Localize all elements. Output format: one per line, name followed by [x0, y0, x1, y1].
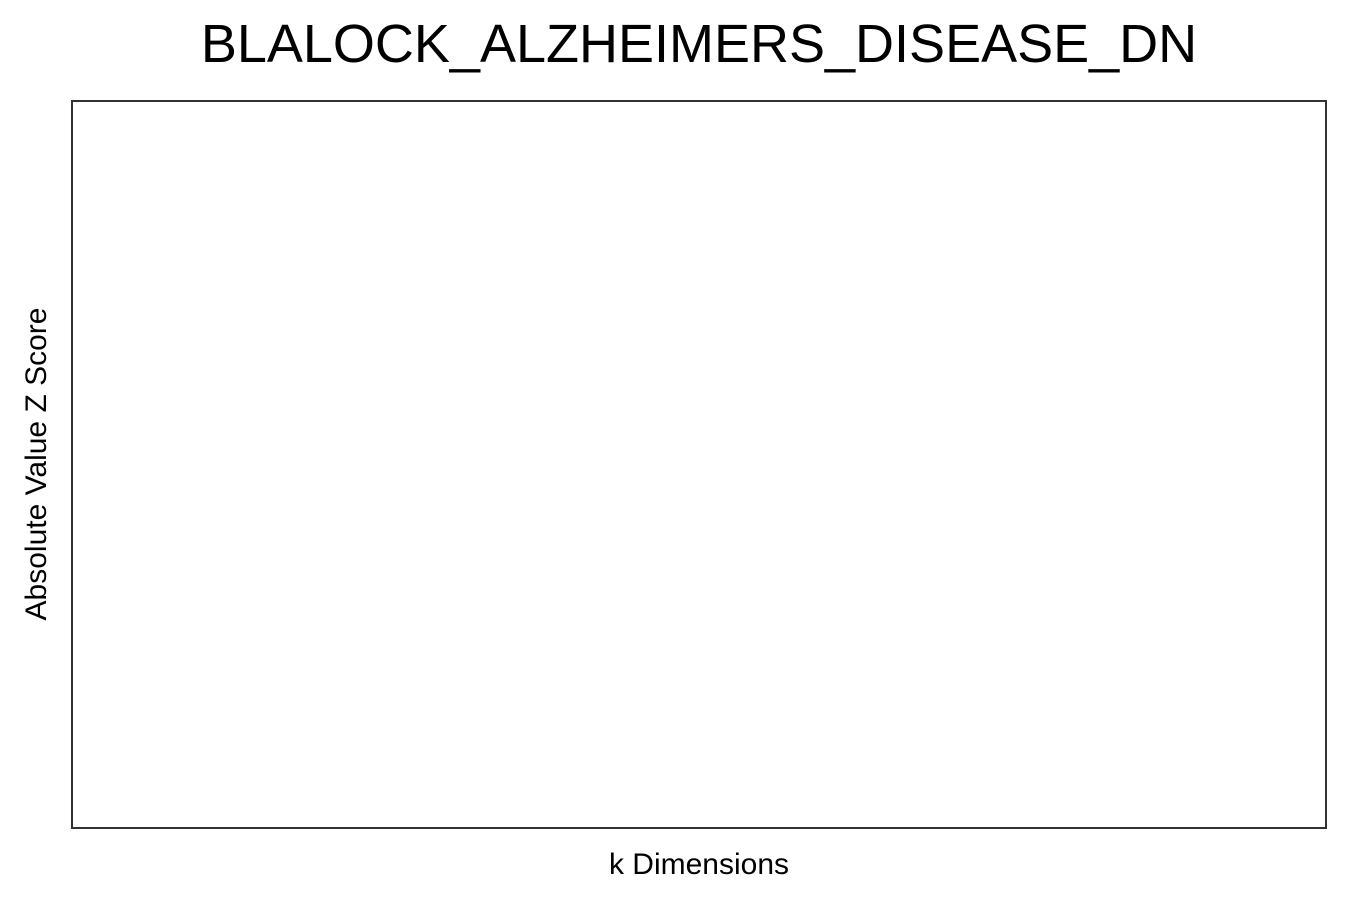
x-axis-label: k Dimensions: [608, 848, 790, 881]
plot-area: [71, 100, 1327, 829]
chart-title: BLALOCK_ALZHEIMERS_DISEASE_DN: [200, 14, 1198, 74]
y-axis-label: Absolute Value Z Score: [20, 307, 53, 621]
